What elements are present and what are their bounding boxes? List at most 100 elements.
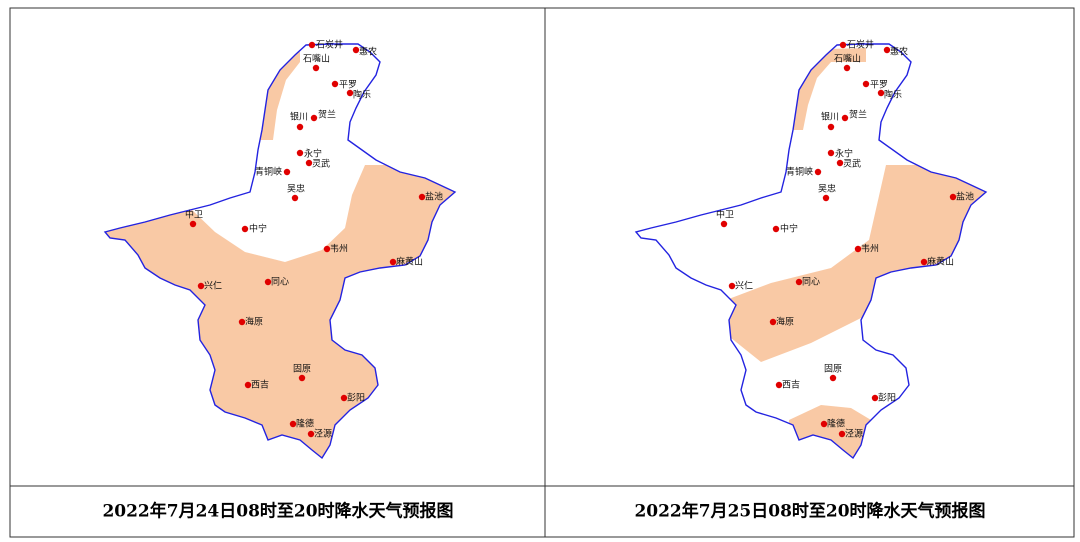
city-marker (291, 194, 299, 202)
city-label: 隆德 (296, 418, 314, 430)
city-marker (843, 64, 851, 72)
city-label: 灵武 (843, 158, 861, 170)
city-marker (418, 193, 426, 201)
city-label: 中宁 (780, 223, 798, 235)
city-label: 泾源 (845, 428, 863, 440)
city-label: 中宁 (249, 223, 267, 235)
city-label: 青铜峡 (255, 166, 282, 178)
city-label: 平罗 (339, 80, 357, 91)
city-marker (949, 193, 957, 201)
city-marker (389, 258, 397, 266)
city-label: 灵武 (312, 158, 330, 170)
city-label: 泾源 (314, 428, 332, 440)
city-label: 石炭井 (316, 39, 343, 51)
city-marker (308, 41, 316, 49)
city-marker (877, 89, 885, 97)
city-marker (883, 46, 891, 54)
city-label: 贺兰 (849, 109, 867, 121)
city-label: 贺兰 (318, 109, 336, 121)
caption: 2022年7月24日08时至20时降水天气预报图 (102, 501, 453, 522)
city-label: 麻黄山 (396, 256, 423, 268)
city-marker (310, 114, 318, 122)
city-label: 兴仁 (204, 280, 222, 292)
city-label: 同心 (802, 277, 820, 288)
city-label: 永宁 (304, 148, 322, 160)
city-label: 石炭井 (847, 39, 874, 51)
city-marker (296, 123, 304, 131)
city-marker (305, 159, 313, 167)
city-label: 隆德 (827, 418, 845, 430)
city-marker (871, 394, 879, 402)
city-label: 彭阳 (347, 392, 365, 404)
city-marker (795, 278, 803, 286)
city-marker (298, 374, 306, 382)
city-marker (296, 149, 304, 157)
city-label: 永宁 (835, 148, 853, 160)
city-label: 兴仁 (735, 280, 753, 292)
city-marker (854, 245, 862, 253)
city-label: 陶乐 (884, 89, 902, 101)
city-label: 陶乐 (353, 89, 371, 101)
city-marker (323, 245, 331, 253)
city-marker (340, 394, 348, 402)
city-marker (920, 258, 928, 266)
city-label: 惠农 (890, 46, 908, 58)
city-label: 中卫 (716, 209, 734, 221)
city-label: 平罗 (870, 80, 888, 91)
city-marker (289, 420, 297, 428)
city-marker (307, 430, 315, 438)
caption: 2022年7月25日08时至20时降水天气预报图 (634, 501, 985, 522)
city-marker (238, 318, 246, 326)
table-border (9, 7, 1075, 538)
city-label: 韦州 (861, 244, 879, 255)
city-marker (772, 225, 780, 233)
city-marker (836, 159, 844, 167)
city-label: 惠农 (359, 46, 377, 58)
city-marker (841, 114, 849, 122)
city-label: 银川 (821, 111, 839, 123)
city-marker (244, 381, 252, 389)
city-label: 麻黄山 (927, 256, 954, 268)
city-marker (829, 374, 837, 382)
city-label: 中卫 (185, 209, 203, 221)
city-marker (827, 149, 835, 157)
city-marker (312, 64, 320, 72)
city-marker (346, 89, 354, 97)
city-label: 韦州 (330, 244, 348, 255)
city-label: 石嘴山 (303, 54, 330, 65)
city-marker (827, 123, 835, 131)
city-label: 吴忠 (287, 184, 305, 195)
city-marker (775, 381, 783, 389)
city-marker (189, 220, 197, 228)
city-marker (331, 80, 339, 88)
city-label: 盐池 (956, 191, 974, 203)
city-label: 同心 (271, 277, 289, 288)
city-label: 青铜峡 (786, 166, 813, 178)
city-label: 银川 (290, 111, 308, 123)
city-marker (283, 168, 291, 176)
city-label: 石嘴山 (834, 54, 861, 65)
city-label: 吴忠 (818, 184, 836, 195)
city-marker (822, 194, 830, 202)
city-label: 西吉 (251, 380, 269, 391)
city-label: 固原 (293, 364, 311, 375)
city-label: 海原 (776, 316, 794, 328)
city-marker (820, 420, 828, 428)
city-marker (862, 80, 870, 88)
city-marker (838, 430, 846, 438)
city-label: 彭阳 (878, 392, 896, 404)
city-marker (197, 282, 205, 290)
city-marker (264, 278, 272, 286)
city-label: 盐池 (425, 191, 443, 203)
city-label: 海原 (245, 316, 263, 328)
city-marker (814, 168, 822, 176)
city-marker (769, 318, 777, 326)
city-label: 固原 (824, 364, 842, 375)
city-label: 西吉 (782, 380, 800, 391)
city-marker (839, 41, 847, 49)
city-marker (728, 282, 736, 290)
city-marker (720, 220, 728, 228)
